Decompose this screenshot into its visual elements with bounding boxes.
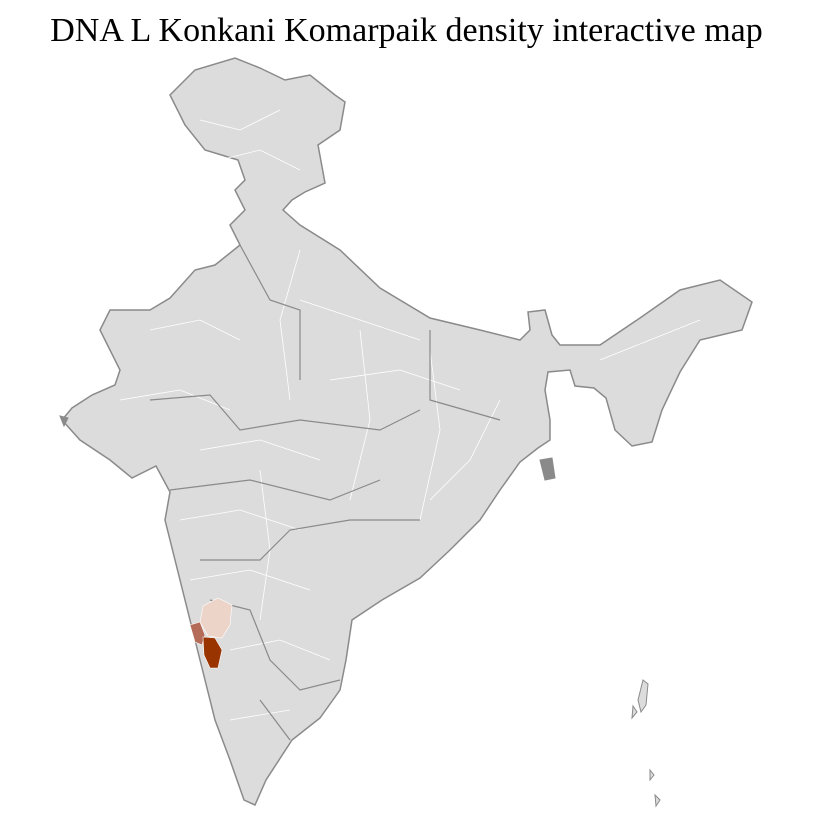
district-low-density[interactable] xyxy=(199,597,233,639)
map-title: DNA L Konkani Komarpaik density interact… xyxy=(50,12,763,49)
india-landmass[interactable] xyxy=(61,57,753,806)
state-borders xyxy=(149,244,501,741)
district-high-density[interactable] xyxy=(202,636,223,669)
andaman-nicobar-islands[interactable] xyxy=(59,415,661,808)
